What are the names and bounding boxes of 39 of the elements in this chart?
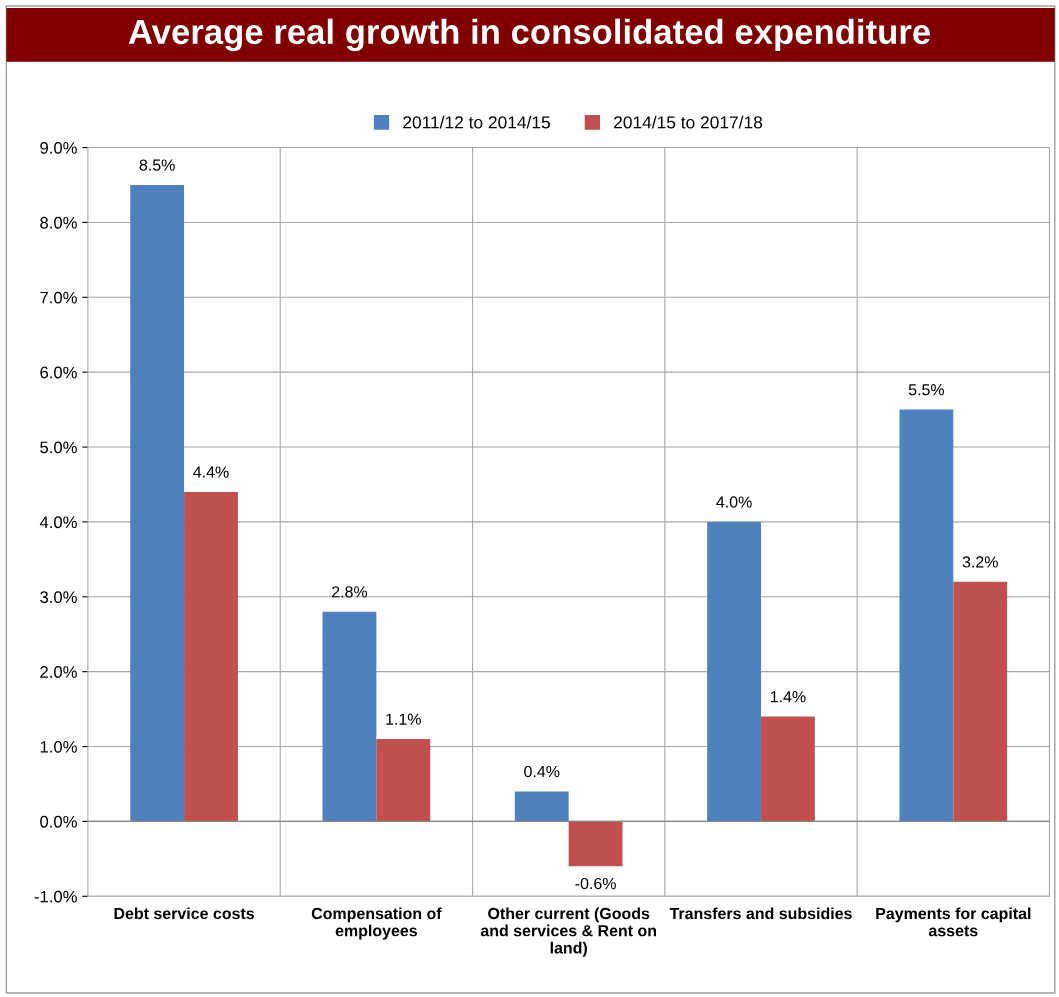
data-label: 1.1% [386,713,421,725]
y-tick-label: 0.0% [40,815,77,828]
bar [130,184,185,822]
x-tick-label: Debt service costs [114,907,254,920]
y-tick-label: 8.0% [40,216,77,229]
data-label: 5.5% [908,384,945,396]
chart-title: Average real growth in consolidated expenditure [128,18,930,52]
bar [761,716,815,822]
data-label: -0.6% [575,877,616,890]
data-label: 8.5% [139,159,175,171]
y-tick-label: 7.0% [40,291,77,304]
bar [899,409,954,822]
y-tick-label: 6.0% [40,366,77,379]
legend-label: 2014/15 to 2017/18 [614,115,763,129]
bar [568,821,623,867]
data-label: 2.8% [332,586,368,598]
bar [707,521,761,822]
y-tick-label: -1.0% [34,890,77,903]
bar [953,581,1008,822]
y-tick-label: 9.0% [40,141,77,154]
x-tick-label: Payments for capital assets [876,907,1031,937]
y-tick-label: 1.0% [40,740,77,753]
bar [376,739,431,822]
y-tick-label: 3.0% [40,591,77,604]
y-tick-label: 4.0% [39,516,77,529]
data-label: 0.4% [524,765,560,778]
x-tick-label: Other current (Goods and services & Rent on land) [480,907,657,957]
x-tick-label: Transfers and subsidies [669,907,852,920]
data-label: 4.4% [193,466,229,478]
data-label: 3.2% [962,556,998,568]
legend-label: 2011/12 to 2014/15 [403,115,550,129]
bar [322,611,377,822]
data-label: 4.0% [716,496,752,508]
y-tick-label: 2.0% [40,666,77,678]
bar [184,491,238,822]
data-label: 1.4% [770,691,806,703]
x-tick-label: Compensation of employees [311,907,442,940]
y-tick-label: 5.0% [40,441,77,454]
bar [514,791,569,822]
